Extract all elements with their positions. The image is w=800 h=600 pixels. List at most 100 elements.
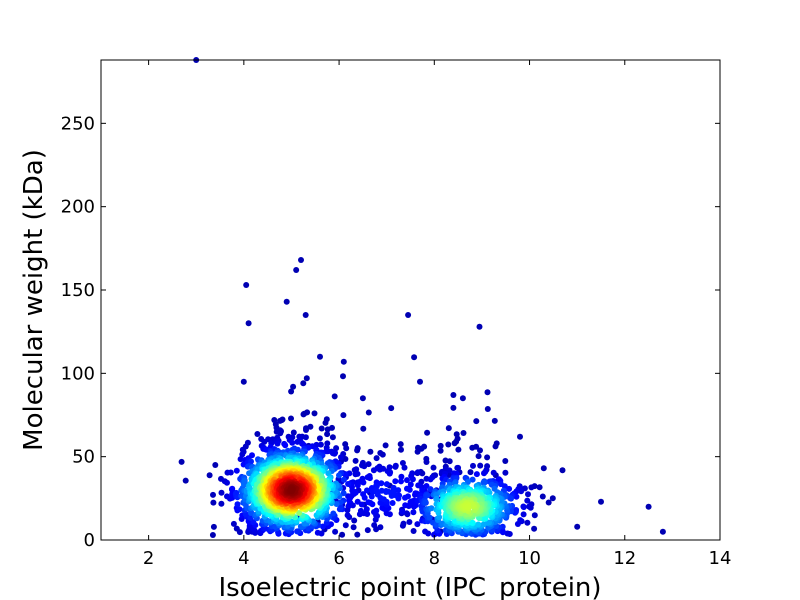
data-point [414,521,421,528]
data-point [417,378,423,385]
data-point [399,508,406,515]
x-tick-label: 8 [429,548,440,569]
data-point [404,485,410,492]
data-point [289,486,295,493]
data-point [502,469,509,476]
data-point [480,521,487,528]
data-point [245,320,252,327]
data-point [367,499,374,506]
data-point [400,520,407,527]
data-point [357,507,364,514]
data-point [469,444,476,451]
plot-frame [100,59,721,541]
data-point [282,442,289,449]
data-point [476,323,483,330]
data-point [344,512,351,519]
data-point [412,490,419,497]
data-point [598,498,604,505]
data-point [370,467,377,474]
data-point [424,429,431,436]
data-point [364,487,370,494]
y-tick-label: 200 [61,197,95,218]
data-point [475,521,482,528]
data-point [340,412,347,419]
data-point [240,378,247,385]
data-point [248,458,254,465]
data-point [178,458,185,465]
data-point [241,481,247,488]
data-point [484,454,491,461]
data-point [497,481,504,488]
data-point [303,427,309,433]
data-point [549,495,556,502]
data-point [364,511,371,517]
data-point [475,453,482,460]
data-point [379,451,386,458]
data-point [236,506,243,513]
data-point [379,504,386,511]
data-point [365,409,372,416]
data-point [363,506,370,513]
data-point [484,389,491,396]
data-point [427,486,434,493]
data-point [340,358,347,365]
data-point [322,419,329,426]
data-point [330,510,337,517]
data-point [377,524,384,531]
data-point [528,484,535,491]
data-point [277,417,283,424]
data-point [358,501,365,508]
x-tick-label: 4 [238,548,249,569]
x-tick-label: 2 [143,548,154,569]
data-point [545,499,552,506]
data-point [442,457,449,464]
data-point [319,523,326,530]
data-point [345,481,352,487]
data-point [182,477,189,484]
data-point [333,445,340,452]
data-point [388,405,395,412]
data-point [517,517,524,524]
data-point [460,430,467,436]
data-point [294,438,301,445]
data-point [398,478,404,485]
y-tick-label: 250 [61,113,95,134]
data-point [293,267,300,273]
data-point [450,404,457,411]
data-point [414,448,421,455]
data-point [353,466,360,473]
data-point [392,478,399,485]
data-point [437,442,444,449]
data-point [398,473,405,480]
data-point [539,493,546,500]
data-point [210,499,217,506]
data-point [402,494,408,501]
data-point [559,467,566,474]
data-point [373,507,380,514]
data-point [206,472,213,479]
data-point [407,481,414,488]
data-point [428,505,435,512]
data-point [300,380,307,387]
data-point [383,489,390,495]
data-point [209,532,216,538]
data-point [524,519,531,526]
data-point [470,462,476,469]
data-point [411,354,418,361]
data-point [376,466,383,473]
data-point [374,491,381,498]
data-point [367,448,374,455]
data-point [526,503,533,510]
data-point [366,475,373,482]
data-point [467,469,474,476]
data-point [422,499,429,506]
data-point [424,492,431,499]
data-point [446,467,453,474]
data-point [531,525,538,532]
data-point [218,500,225,507]
data-point [422,528,429,535]
data-point [574,523,581,530]
data-points [178,57,666,538]
data-point [430,464,437,471]
data-point [645,503,652,510]
